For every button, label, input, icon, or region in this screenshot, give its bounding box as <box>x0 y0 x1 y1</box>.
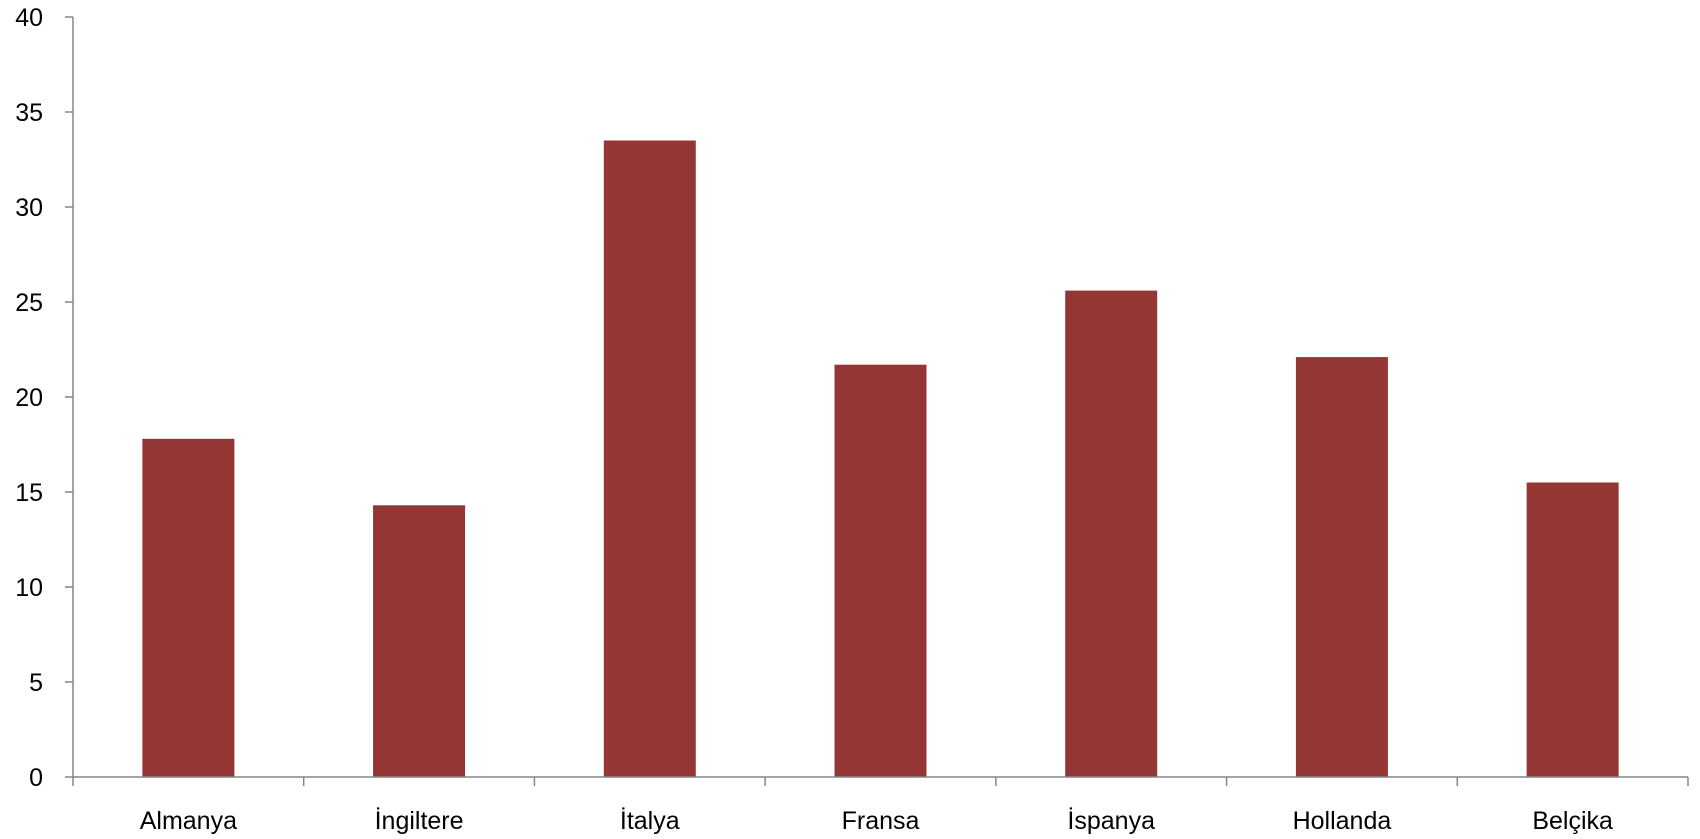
bar-3 <box>834 364 927 777</box>
category-label: Hollanda <box>1293 807 1392 835</box>
category-label: Belçika <box>1532 807 1613 835</box>
y-tick-label: 0 <box>29 764 43 792</box>
y-tick-label: 40 <box>15 4 43 32</box>
category-label: Fransa <box>842 807 920 835</box>
y-tick-label: 5 <box>29 669 43 697</box>
y-tick-label: 25 <box>15 289 43 317</box>
bar-6 <box>1526 482 1619 777</box>
category-label: İngiltere <box>375 806 464 835</box>
bar-0 <box>142 438 235 777</box>
bar-5 <box>1295 357 1388 777</box>
y-tick-label: 15 <box>15 479 43 507</box>
bar-2 <box>603 140 696 777</box>
category-label: Almanya <box>140 807 237 835</box>
y-axis-ticks: 0 5 10 15 20 25 30 35 40 <box>15 4 73 792</box>
category-label: İspanya <box>1067 806 1155 835</box>
y-tick-label: 35 <box>15 99 43 127</box>
bar-1 <box>373 505 466 777</box>
bar-4 <box>1065 290 1158 777</box>
bars <box>142 140 1619 777</box>
category-labels: Almanya İngiltere İtalya Fransa İspanya Holla… <box>140 806 1613 835</box>
y-tick-label: 10 <box>15 574 43 602</box>
y-tick-label: 20 <box>15 384 43 412</box>
category-label: İtalya <box>620 806 680 835</box>
y-tick-label: 30 <box>15 194 43 222</box>
x-axis-ticks <box>72 777 1689 786</box>
